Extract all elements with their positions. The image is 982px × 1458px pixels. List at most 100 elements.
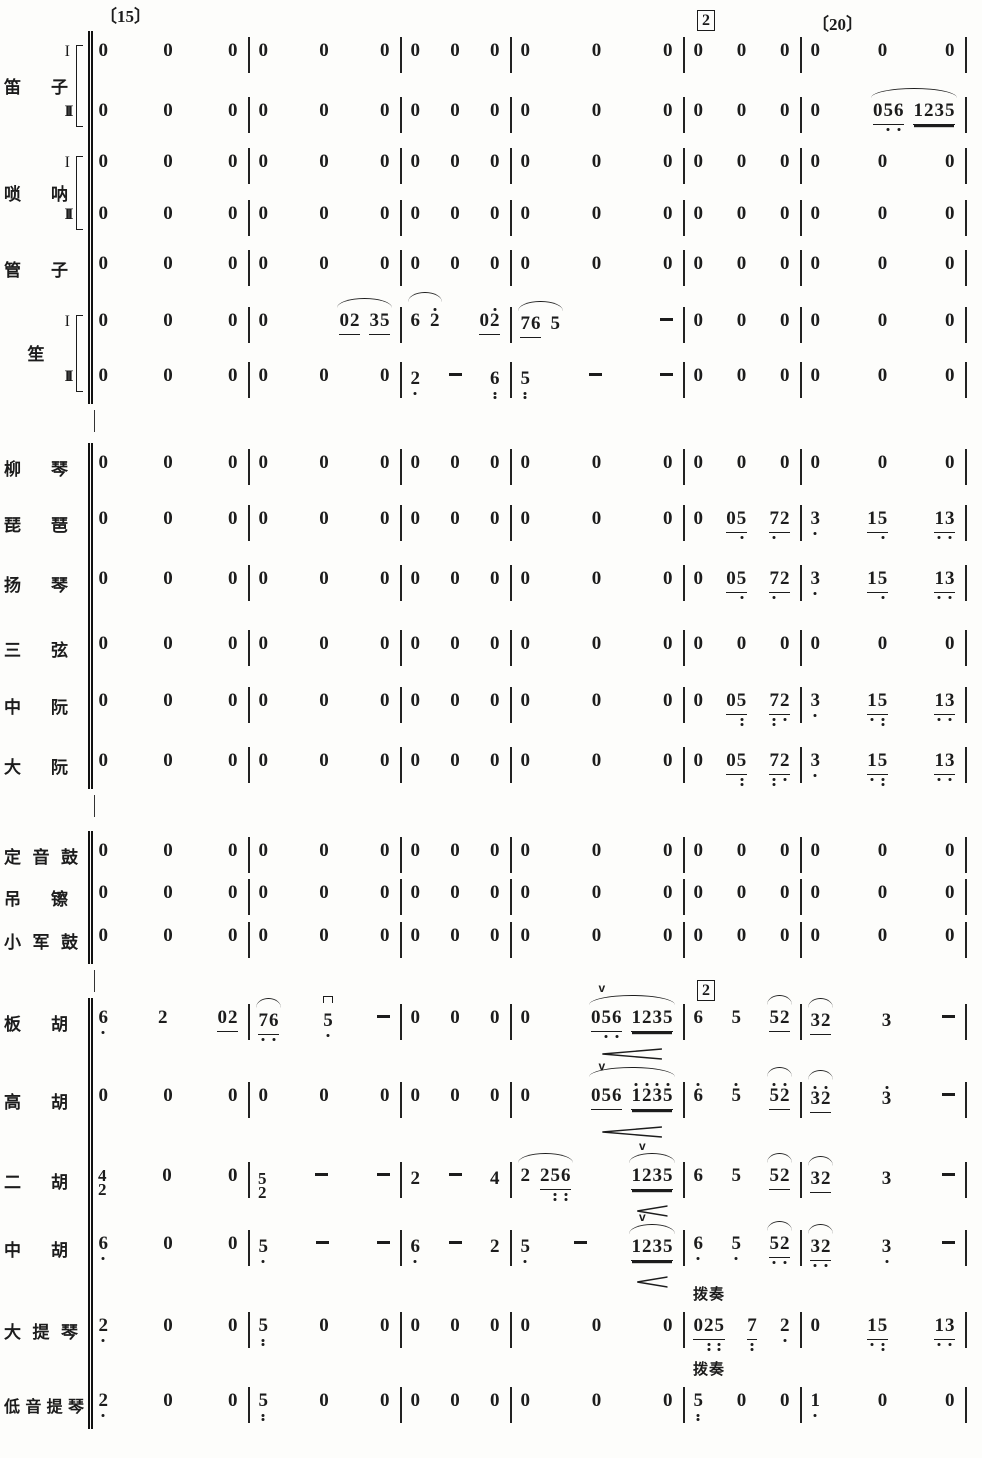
dot [261,1338,265,1342]
barline [400,1082,402,1118]
note-token: 0 [450,633,461,655]
note-digit: 0 [877,310,888,331]
dot [813,1413,817,1417]
dot [772,1261,776,1264]
note-token: 0 [490,253,501,275]
dot [707,1343,711,1346]
note-token: 0 [380,633,391,655]
note-digit: 0 [945,151,955,172]
note-digit: 0 [319,100,329,121]
note-token: 0 [693,925,704,947]
measure-sanxian-2: 0 0 0 [258,633,390,663]
note-token: 0 [258,568,269,590]
note-token: 0 [450,882,461,904]
note-digit: 0 [663,840,673,861]
note-digit: 0 [380,750,390,771]
note-digit: 0 [258,203,269,224]
note-digit: 0 [228,1165,238,1186]
up-bow-icon: v [598,981,606,995]
note-digit: 0 [450,452,460,473]
barline [965,307,967,343]
note-token: 0 [410,925,421,947]
note-digit: 0 [98,365,109,386]
note-token: 0 [736,253,747,275]
measure-banhu-6: 32 3 [808,998,955,1037]
note-token: 0 [228,1165,239,1187]
note-digit: 6 [693,1007,704,1028]
note-digit: 0 [591,452,602,473]
note-digit: 0 [98,1085,109,1106]
note-digit: 3 [652,1007,663,1028]
note-token: 0 [98,151,109,173]
octave-dot-below [261,1038,265,1041]
instrument-label-cello: 大提琴 [4,1318,78,1342]
note-token: 0 [163,882,174,904]
dot [553,1193,557,1196]
note-token: 0 [319,253,330,275]
note-token: 0 [810,925,821,947]
note-digit: 0 [163,568,173,589]
note-digit: 0 [258,568,269,589]
note-digit: 0 [591,508,602,529]
note-digit: 0 [693,365,704,386]
note-token: 0 [258,633,269,655]
note-digit: 0 [877,253,888,274]
instrument-label-daruan: 大阮 [4,753,68,777]
dot [734,1256,738,1260]
barline [683,362,685,398]
measure-suona-2-2: 0 0 0 [258,203,390,233]
note-token: 5 [323,996,334,1037]
note-digit: 1 [934,750,945,781]
barline [800,922,802,958]
note-token: 0 [228,840,239,862]
note-digit: 6 [410,1236,421,1263]
note-digit: 0 [98,882,109,903]
label-char: 鼓 [61,932,78,952]
dot [937,718,941,721]
note-token: 0 [258,750,269,772]
note-digit: 5 [693,1390,704,1422]
label-char: 吊 [4,889,21,909]
note-token: 0 [877,840,888,862]
note-digit: 0 [450,1315,460,1336]
note-digit: 0 [780,40,790,61]
note-digit: 0 [163,151,173,172]
note-digit: 5 [520,1236,531,1263]
measure-zhongruan-4: 0 0 0 [520,690,673,720]
note-token: 0 [945,452,956,474]
note-token: 0 [520,1085,531,1107]
note-token: 0 [228,633,239,655]
octave-dot-below [824,1264,828,1267]
barline [400,879,402,915]
measure-bass-4: 0 0 0 [520,1390,673,1420]
note-group: 05 6 1235 [870,88,957,131]
label-char: 定 [4,847,21,867]
note-digit: 0 [520,690,531,711]
note-token: 0 [736,365,747,387]
note-token: 0 [490,1315,501,1337]
note-token: 0 [450,203,461,225]
note-token: 0 [591,690,602,712]
measure-yangqin-6: 3 15 1 3 [810,568,955,599]
note-digit: 5 [731,1083,741,1106]
note-digit: 0 [490,253,500,274]
note-digit: 0 [490,1315,500,1336]
note-digit: 0 [490,100,500,121]
note-digit: 0 [520,452,531,473]
note-digit: 2 [704,1315,715,1351]
note-token: 0 [810,452,821,474]
note-digit: 3 [945,508,956,539]
dot [261,1418,265,1422]
measure-snare-5: 0 0 0 [693,925,790,955]
barline [510,1082,512,1118]
octave-dot-below [870,778,874,781]
note-digit: 2 [642,1236,652,1257]
note-digit: 0 [450,253,460,274]
note-digit: 5 [663,1007,673,1028]
